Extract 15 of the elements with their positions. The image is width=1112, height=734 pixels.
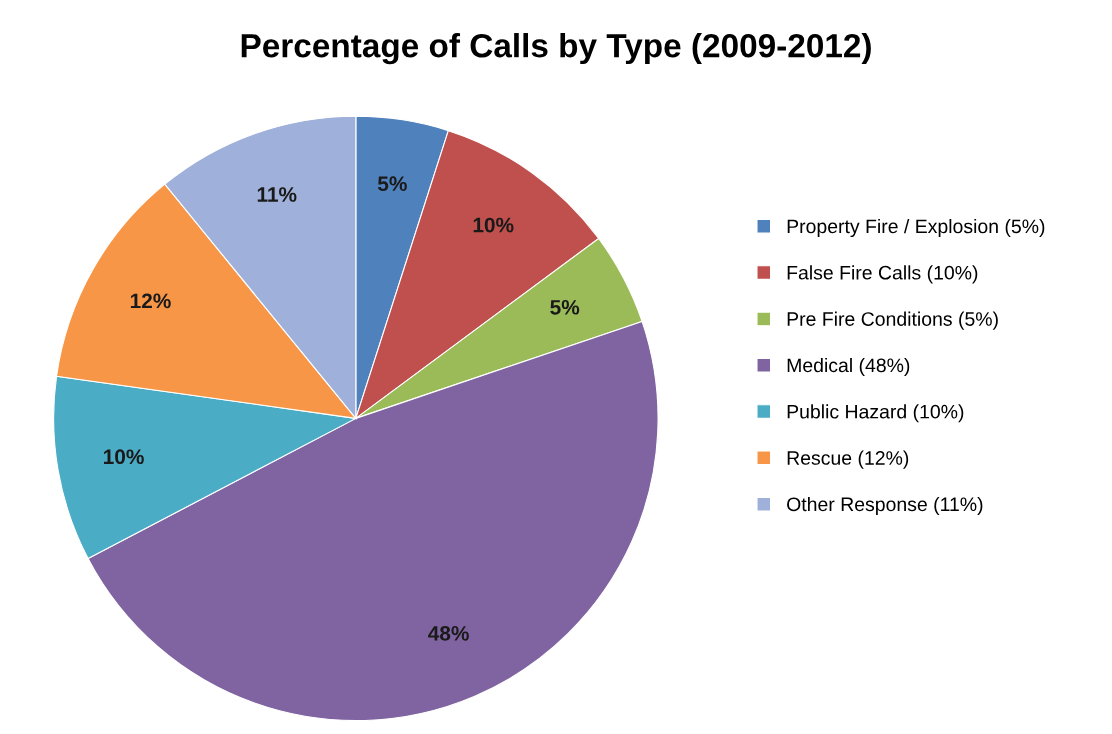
legend-label: Property Fire / Explosion (5%) [787,218,1045,238]
legend-label: Medical (48%) [787,357,910,377]
data-label: 5% [550,299,580,315]
data-label: 5% [377,176,407,192]
legend-label: Public Hazard (10%) [787,404,964,423]
data-label: 11% [257,187,297,202]
data-label: 10% [473,217,514,233]
data-label: 12% [130,293,171,309]
data-label: 48% [428,625,469,641]
data-label: 10% [104,449,144,465]
legend-label: Rescue (12%) [787,450,909,469]
chart-title: Percentage of Calls by Type (2009-2012) [241,33,871,65]
legend-label: Pre Fire Conditions (5%) [787,311,998,330]
legend-label: False Fire Calls (10%) [787,265,978,284]
legend-label: Other Response (11%) [787,496,983,516]
